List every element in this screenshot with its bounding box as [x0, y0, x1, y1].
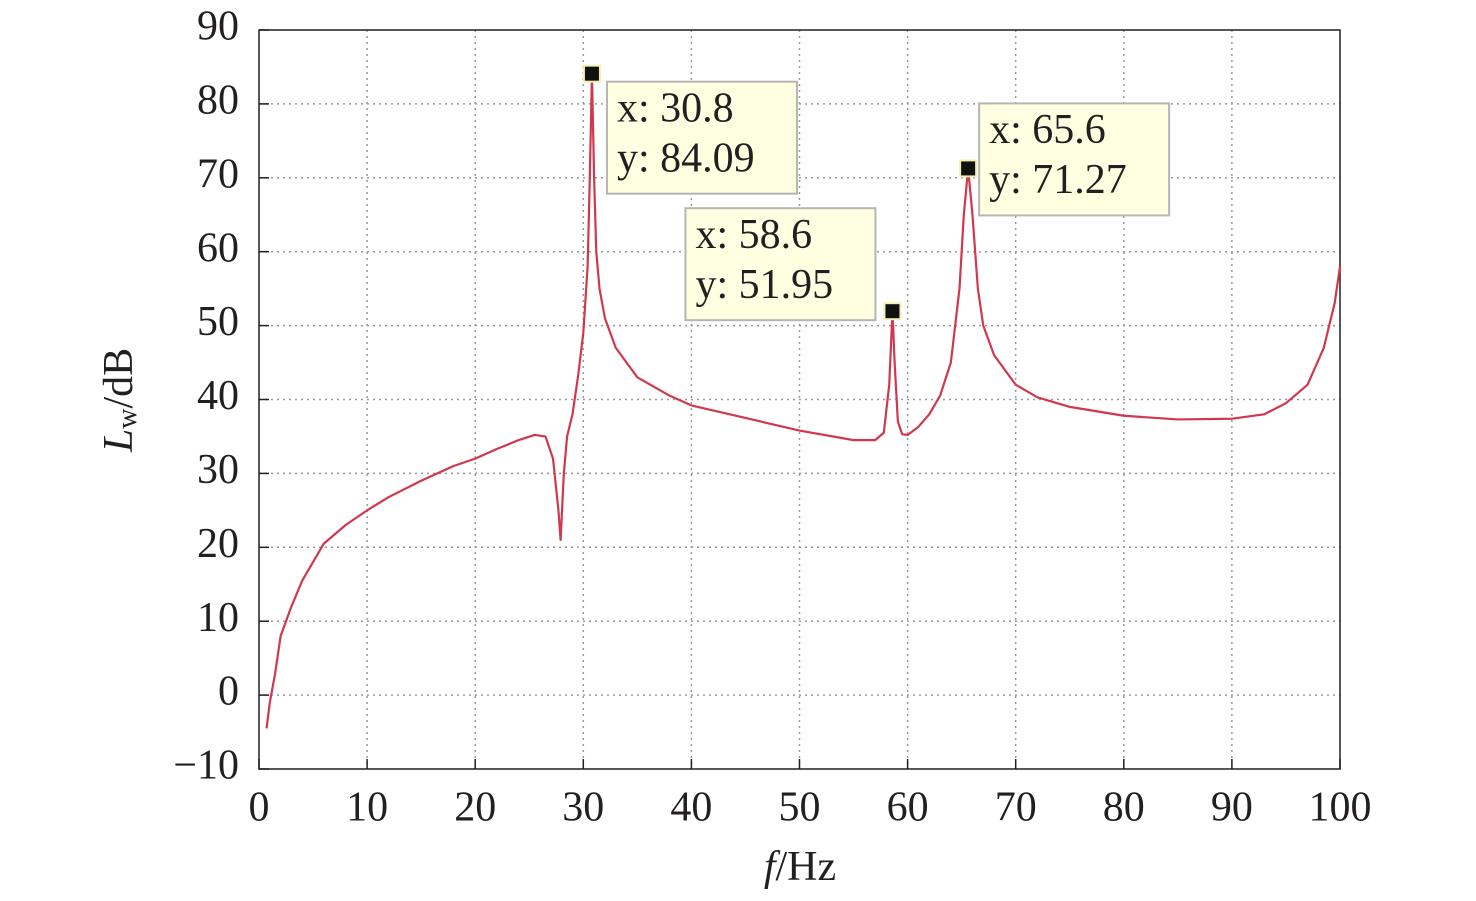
datatip-box	[978, 102, 1171, 217]
x-tick-label: 60	[887, 785, 929, 831]
datatip-marker	[883, 302, 902, 321]
y-tick-label: 40	[197, 373, 239, 419]
datatip-label: x: 30.8	[617, 85, 734, 131]
y-tick-label: 50	[197, 299, 239, 345]
x-tick-label: 50	[779, 785, 821, 831]
y-tick-label: 0	[218, 669, 239, 715]
datatip-label: y: 84.09	[617, 135, 755, 181]
x-tick-label: 90	[1211, 785, 1253, 831]
y-tick-label: 80	[197, 78, 239, 124]
data-line	[265, 72, 1342, 729]
y-tick-label: 90	[197, 4, 239, 50]
datatip-label: x: 65.6	[989, 107, 1106, 153]
x-tick-label: 70	[995, 785, 1037, 831]
x-tick-label: 80	[1103, 785, 1145, 831]
datatip-marker	[959, 159, 978, 178]
plot-frame	[258, 29, 1341, 770]
y-tick-label: −10	[173, 743, 239, 789]
x-tick-label: 10	[346, 785, 388, 831]
datatip-label: y: 51.95	[695, 262, 833, 308]
datatip-box	[684, 207, 877, 322]
x-tick-label: 40	[670, 785, 712, 831]
y-tick-label: 70	[197, 151, 239, 197]
x-tick-label: 20	[454, 785, 496, 831]
datatip-label: y: 71.27	[989, 157, 1127, 203]
datatip-box	[605, 80, 798, 195]
x-tick-label: 100	[1309, 785, 1372, 831]
datatip-marker	[582, 64, 601, 83]
x-axis-label: f/Hz	[764, 844, 836, 890]
y-label-symbol: L	[96, 429, 142, 453]
y-tick-label: 30	[197, 447, 239, 493]
datatip-label: x: 58.6	[695, 212, 812, 258]
y-axis-label: Lw/dB	[96, 348, 144, 453]
y-label-unit: /dB	[96, 348, 142, 409]
y-tick-label: 20	[197, 521, 239, 567]
x-tick-label: 30	[562, 785, 604, 831]
y-tick-label: 60	[197, 225, 239, 271]
y-label-subscript: w	[112, 408, 143, 429]
x-label-unit: /Hz	[776, 844, 837, 890]
x-tick-label: 0	[249, 785, 270, 831]
y-tick-label: 10	[197, 595, 239, 641]
